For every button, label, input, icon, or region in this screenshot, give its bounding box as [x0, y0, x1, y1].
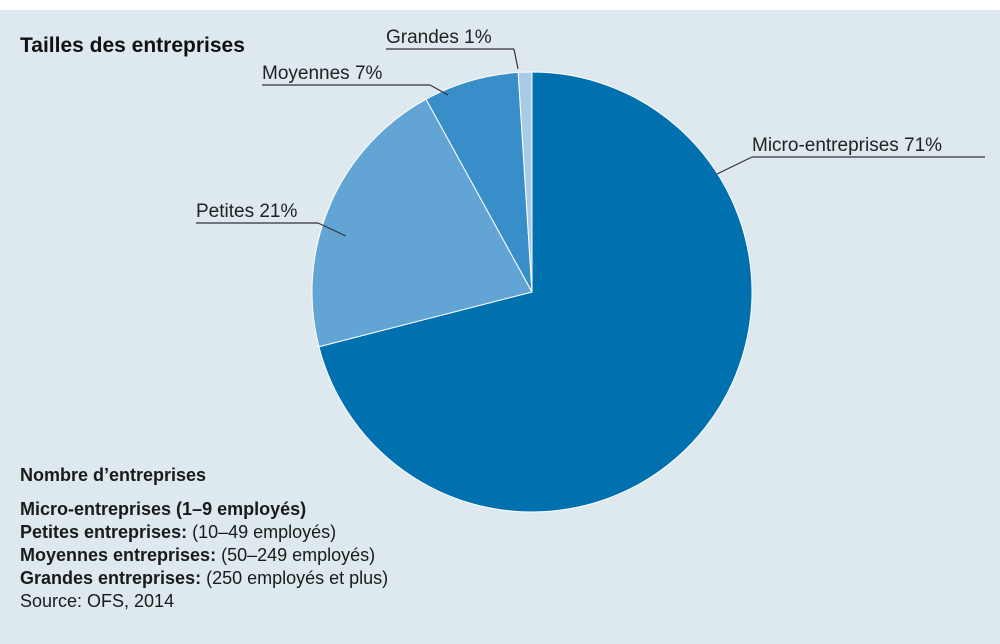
leader-line-3	[513, 48, 519, 70]
legend-definition-petites: Petites entreprises: (10–49 employés)	[20, 521, 388, 544]
slice-label-group-2: Moyennes 7%	[262, 63, 449, 96]
legend-desc: (10–49 employés)	[187, 522, 337, 542]
slice-label-2: Moyennes 7%	[262, 63, 383, 84]
legend-desc: (250 employés et plus)	[201, 568, 389, 588]
legend-term: Grandes entreprises:	[20, 568, 202, 588]
legend-term: Petites entreprises:	[20, 522, 188, 542]
pie-slice-1	[311, 98, 533, 348]
chart-title: Tailles des entreprises	[20, 34, 245, 57]
legend-definition-grandes: Grandes entreprises: (250 employés et pl…	[20, 567, 388, 590]
legend-heading: Nombre d’entreprises	[20, 465, 207, 485]
slice-label-group-3: Grandes 1%	[386, 27, 519, 70]
pie-slice-3	[517, 71, 533, 293]
leader-line-0	[716, 156, 753, 175]
slice-label-3: Grandes 1%	[386, 27, 492, 48]
source-note: Source: OFS, 2014	[20, 591, 175, 611]
pie-slice-0	[318, 71, 753, 513]
slice-label-0: Micro-entreprises 71%	[752, 135, 942, 156]
pie-chart: Micro-entreprises 71% Petites 21% Moyennes…	[196, 27, 985, 513]
legend-term: Moyennes entreprises:	[20, 545, 217, 565]
leader-line-2	[429, 84, 449, 96]
slice-label-group-1: Petites 21%	[196, 201, 347, 237]
slice-label-group-0: Micro-entreprises 71%	[716, 135, 985, 175]
legend-term: Micro-entreprises (1–9 employés)	[20, 499, 307, 519]
legend-definition-moyennes: Moyennes entreprises: (50–249 employés)	[20, 544, 388, 567]
chart-panel: Micro-entreprises 71% Petites 21% Moyennes…	[0, 10, 1000, 644]
leader-line-1	[317, 222, 347, 237]
legend-definition-micro: Micro-entreprises (1–9 employés)	[20, 498, 388, 521]
legend-block: Nombre d’entreprises Micro-entreprises (…	[20, 464, 388, 613]
legend-desc: (50–249 employés)	[216, 545, 376, 565]
slice-label-1: Petites 21%	[196, 201, 297, 222]
